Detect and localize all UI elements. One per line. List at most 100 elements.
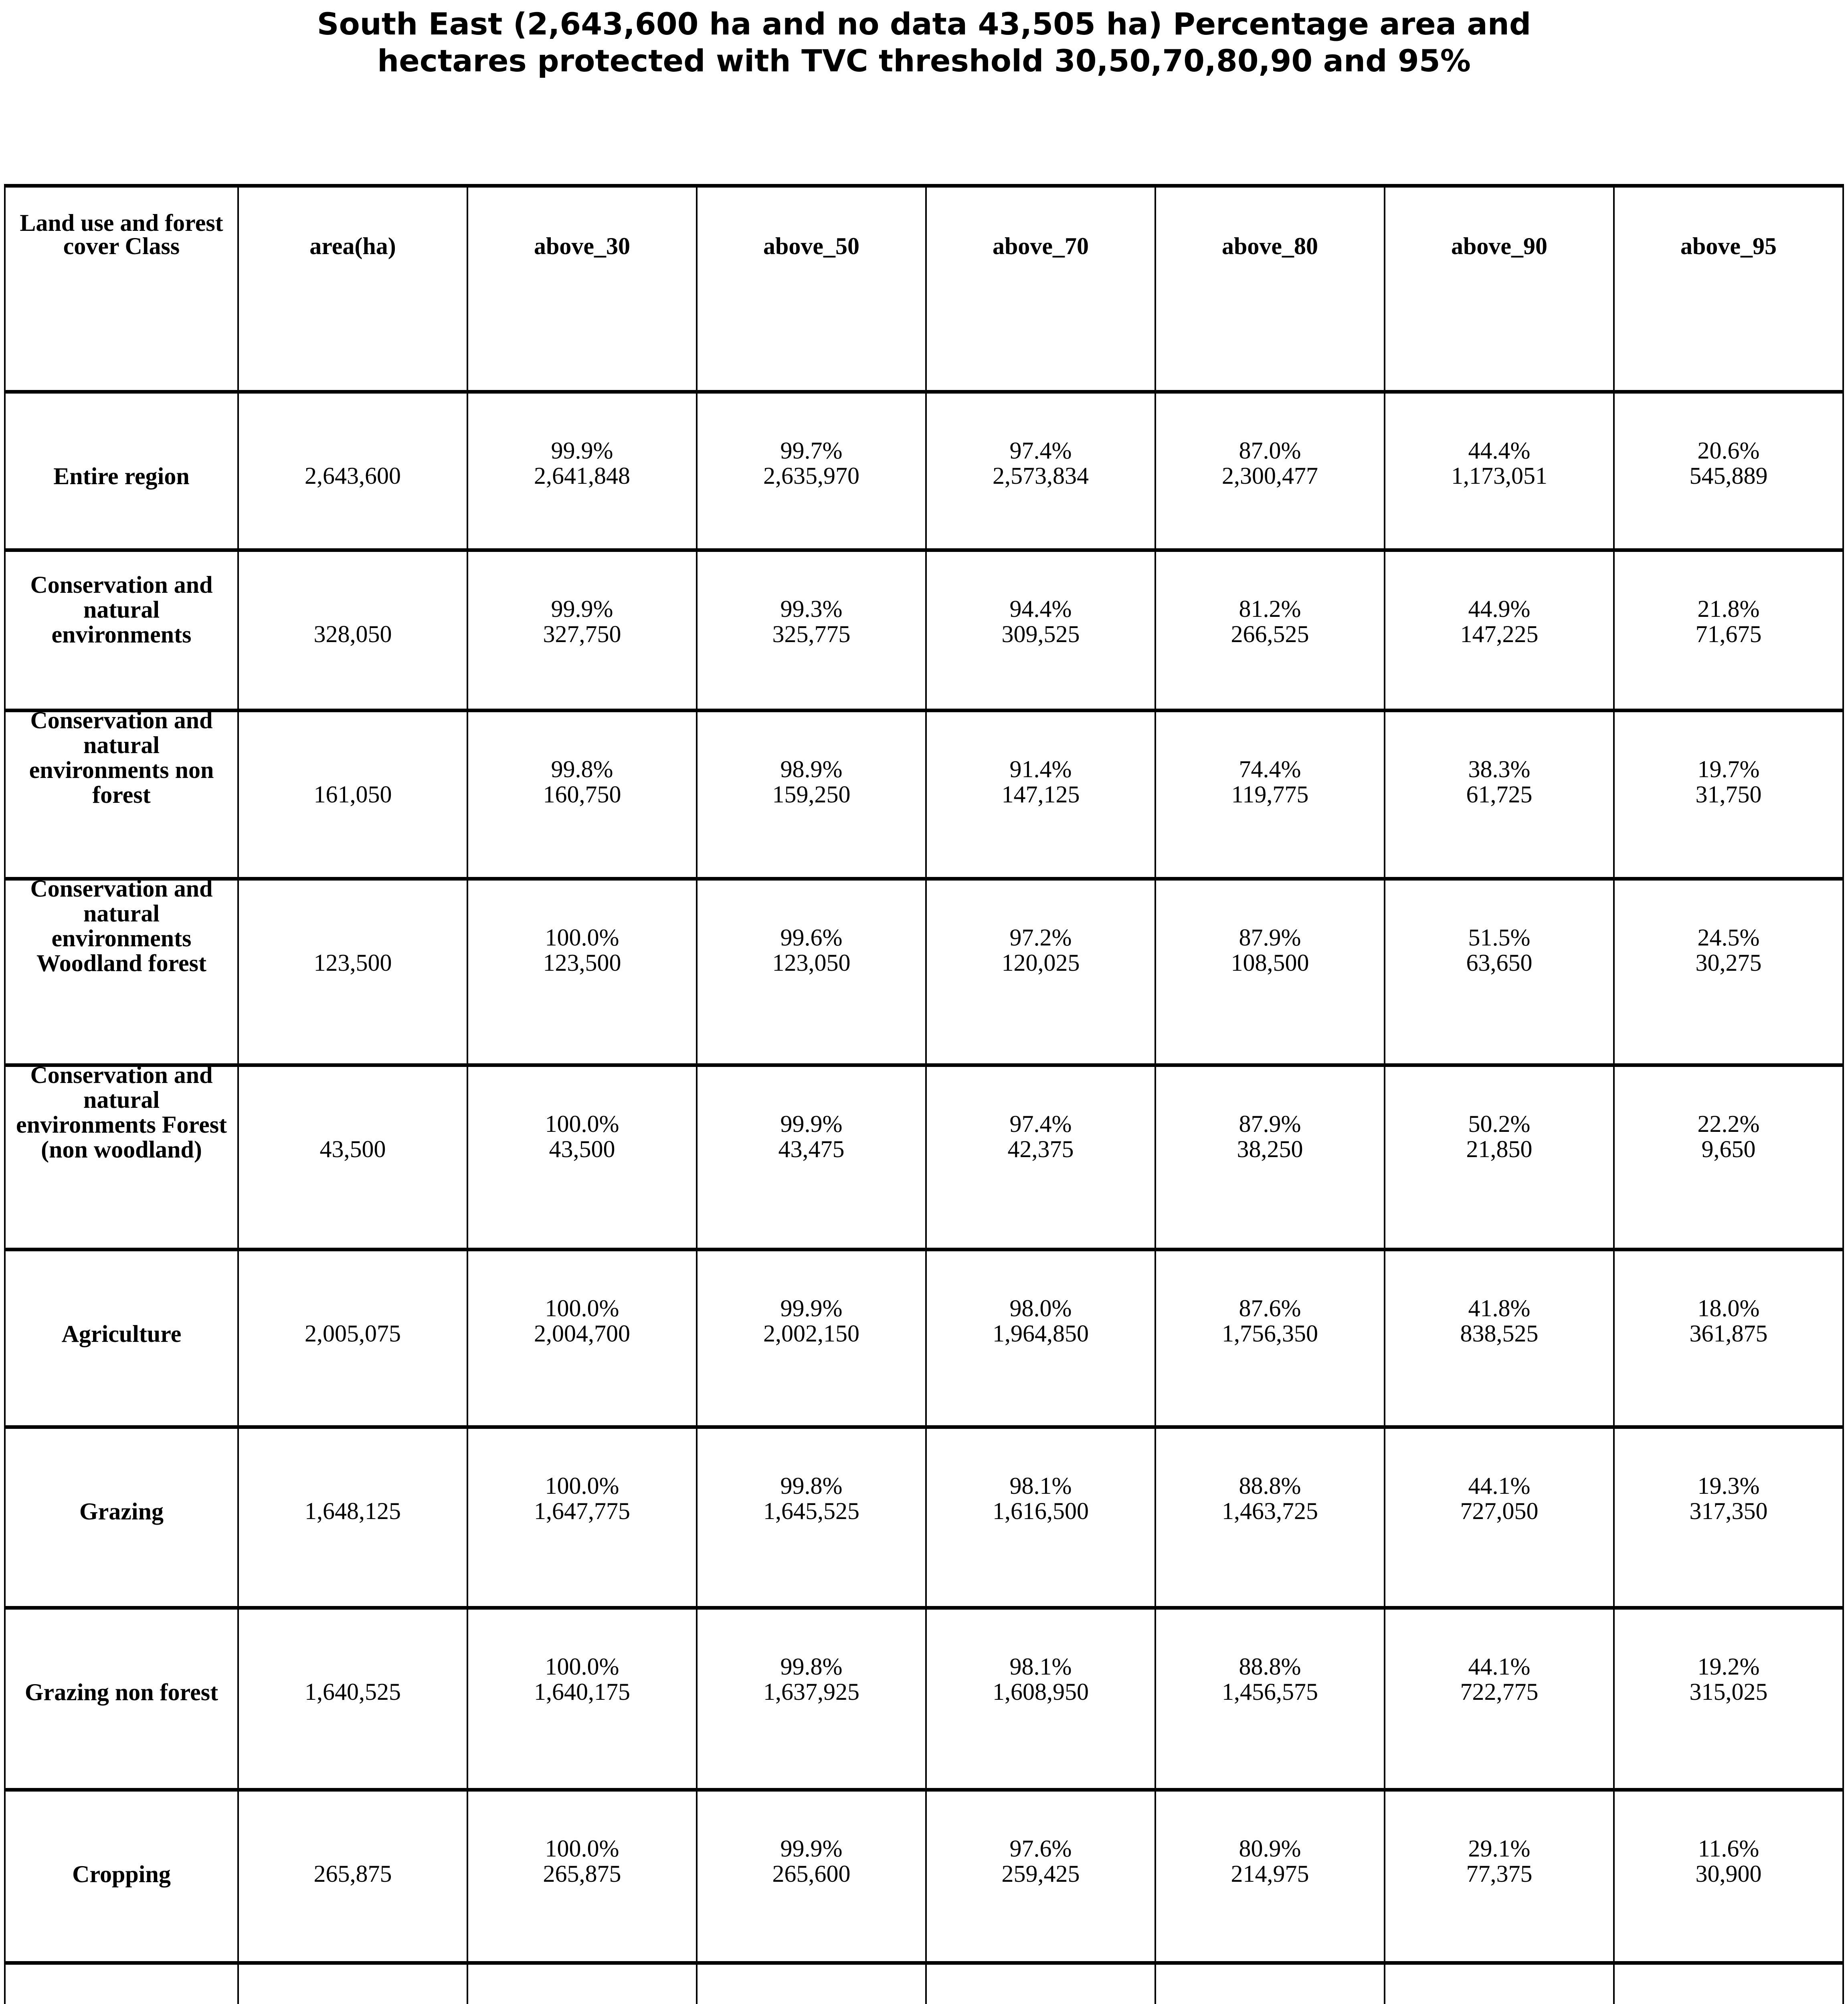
row-label-cell: Grazing [4, 1425, 239, 1610]
value-cell: 87.6% 1,756,350 [1154, 1248, 1385, 1429]
value-cell: 37.8%33,875 [1384, 1961, 1615, 2004]
hectares-value: 30,275 [1695, 949, 1762, 976]
hectares-value: 2,635,970 [763, 463, 859, 489]
percent-value: 99.9% [780, 1295, 843, 1321]
value-cell: 19.3% 317,350 [1613, 1425, 1844, 1610]
value-cell: 85.8%76,775 [1154, 1961, 1385, 2004]
hectares-value: 545,889 [1689, 463, 1768, 489]
value-cell: 74.4% 119,775 [1154, 709, 1385, 881]
value-cell: 44.9% 147,225 [1384, 548, 1615, 712]
value-cell: 100.0% 265,875 [467, 1788, 698, 1965]
row-label: Conservation and natural environments Fo… [16, 1062, 227, 1163]
value-cell: 98.1% 1,608,950 [925, 1606, 1156, 1792]
value-cell: 21.8% 71,675 [1613, 548, 1844, 712]
row-label: Agriculture [61, 1321, 182, 1347]
value-cell: 29.1% 77,375 [1384, 1788, 1615, 1965]
value-cell: 99.6% 123,050 [696, 877, 927, 1067]
value-cell: 97.4% 2,573,834 [925, 390, 1156, 552]
value-cell: 50.2% 21,850 [1384, 1063, 1615, 1251]
value-cell: 51.5% 63,650 [1384, 877, 1615, 1067]
value-cell: 99.8% 160,750 [467, 709, 698, 881]
value-cell: 100.0%89,500 [467, 1961, 698, 2004]
hectares-value: 147,125 [1001, 781, 1080, 808]
hectares-value: 722,775 [1460, 1679, 1539, 1705]
hectares-value: 43,475 [778, 1136, 845, 1162]
percent-value: 99.9% [551, 596, 613, 622]
table-header: Land use and forest cover Class area(ha) a… [4, 184, 1844, 394]
percent-value: 94.4% [1009, 596, 1072, 622]
value-cell: 97.6% 259,425 [925, 1788, 1156, 1965]
column-header-label: area(ha) [309, 233, 396, 259]
row-label: Entire region [53, 463, 190, 489]
hectares-value: 1,616,500 [993, 1498, 1089, 1524]
column-header: above_95 [1613, 184, 1844, 394]
percent-value: 74.4% [1239, 756, 1301, 782]
value-cell: 99.9% 2,002,150 [696, 1248, 927, 1429]
row-label: Cropping [72, 1861, 171, 1887]
hectares-value: 61,725 [1466, 781, 1533, 808]
hectares-value: 2,573,834 [993, 463, 1089, 489]
percent-value: 18.0% [1697, 1295, 1760, 1321]
row-label: Conservation and natural environments Wo… [30, 875, 213, 976]
value-cell: 97.4% 42,375 [925, 1063, 1156, 1251]
hectares-value: 361,875 [1689, 1320, 1768, 1347]
value-cell: 99.9% 43,475 [696, 1063, 927, 1251]
value-cell: 15.0%13,450 [1613, 1961, 1844, 2004]
percent-value: 99.9% [780, 1111, 843, 1137]
column-header: above_50 [696, 184, 927, 394]
hectares-value: 77,375 [1466, 1861, 1533, 1887]
hectares-value: 1,608,950 [993, 1679, 1089, 1705]
value-cell: 87.9% 108,500 [1154, 877, 1385, 1067]
table-row: Conservation and natural environments 328… [4, 548, 1844, 712]
hectares-value: 119,775 [1231, 781, 1309, 808]
hectares-value: 108,500 [1231, 949, 1309, 976]
value-cell: 94.4% 309,525 [925, 548, 1156, 712]
percent-value: 19.2% [1697, 1653, 1760, 1680]
percent-value: 87.0% [1239, 437, 1301, 464]
row-label-cell: Conservation and natural environments no… [4, 708, 239, 881]
hectares-value: 309,525 [1001, 621, 1080, 647]
row-label-cell: Grazing non forest [4, 1606, 239, 1792]
area-cell: 1,640,525 [237, 1606, 468, 1792]
table-row: Entire region 2,643,600 99.9% 2,641,848 99.7… [4, 390, 1844, 552]
hectares-value: 43,500 [549, 1136, 615, 1162]
percent-value: 99.3% [780, 596, 843, 622]
area-value: 2,643,600 [305, 463, 401, 489]
value-cell: 80.9% 214,975 [1154, 1788, 1385, 1965]
row-label-cell: Cropping [4, 1788, 239, 1965]
area-value: 1,648,125 [305, 1498, 401, 1524]
percent-value: 99.9% [780, 1835, 843, 1862]
hectares-value: 727,050 [1460, 1498, 1539, 1524]
table-row: Grazing 1,648,125 100.0% 1,647,775 99.8% 1,64… [4, 1425, 1844, 1610]
data-table: Land use and forest cover Class area(ha) a… [4, 184, 1844, 2004]
percent-value: 100.0% [545, 924, 619, 951]
hectares-value: 317,350 [1689, 1498, 1768, 1524]
value-cell: 91.4% 147,125 [925, 709, 1156, 881]
hectares-value: 838,525 [1460, 1320, 1539, 1347]
percent-value: 99.8% [780, 1473, 843, 1499]
value-cell: 100.0% 1,640,175 [467, 1606, 698, 1792]
percent-value: 24.5% [1697, 924, 1760, 951]
percent-value: 99.8% [551, 756, 613, 782]
hectares-value: 120,025 [1001, 949, 1080, 976]
hectares-value: 160,750 [543, 781, 621, 808]
value-cell: 98.9% 159,250 [696, 709, 927, 881]
hectares-value: 327,750 [543, 621, 621, 647]
hectares-value: 2,004,700 [534, 1320, 630, 1347]
value-cell: 99.8% 1,637,925 [696, 1606, 927, 1792]
page-title-line2: hectares protected with TVC threshold 30… [377, 43, 1471, 79]
percent-value: 99.8% [780, 1653, 843, 1680]
percent-value: 99.6% [780, 924, 843, 951]
column-header-label: above_50 [763, 233, 859, 259]
hectares-value: 71,675 [1695, 621, 1762, 647]
area-cell: 123,500 [237, 877, 468, 1067]
value-cell: 99.9% 2,641,848 [467, 390, 698, 552]
hectares-value: 2,300,477 [1222, 463, 1318, 489]
row-label-cell: Conservation and natural environments [4, 548, 239, 712]
row-label-cell: Agriculture [4, 1248, 239, 1429]
hectares-value: 42,375 [1007, 1136, 1074, 1162]
hectares-value: 1,645,525 [763, 1498, 859, 1524]
percent-value: 100.0% [545, 1473, 619, 1499]
value-cell: 99.8% 1,645,525 [696, 1425, 927, 1610]
area-cell: 2,643,600 [237, 390, 468, 552]
